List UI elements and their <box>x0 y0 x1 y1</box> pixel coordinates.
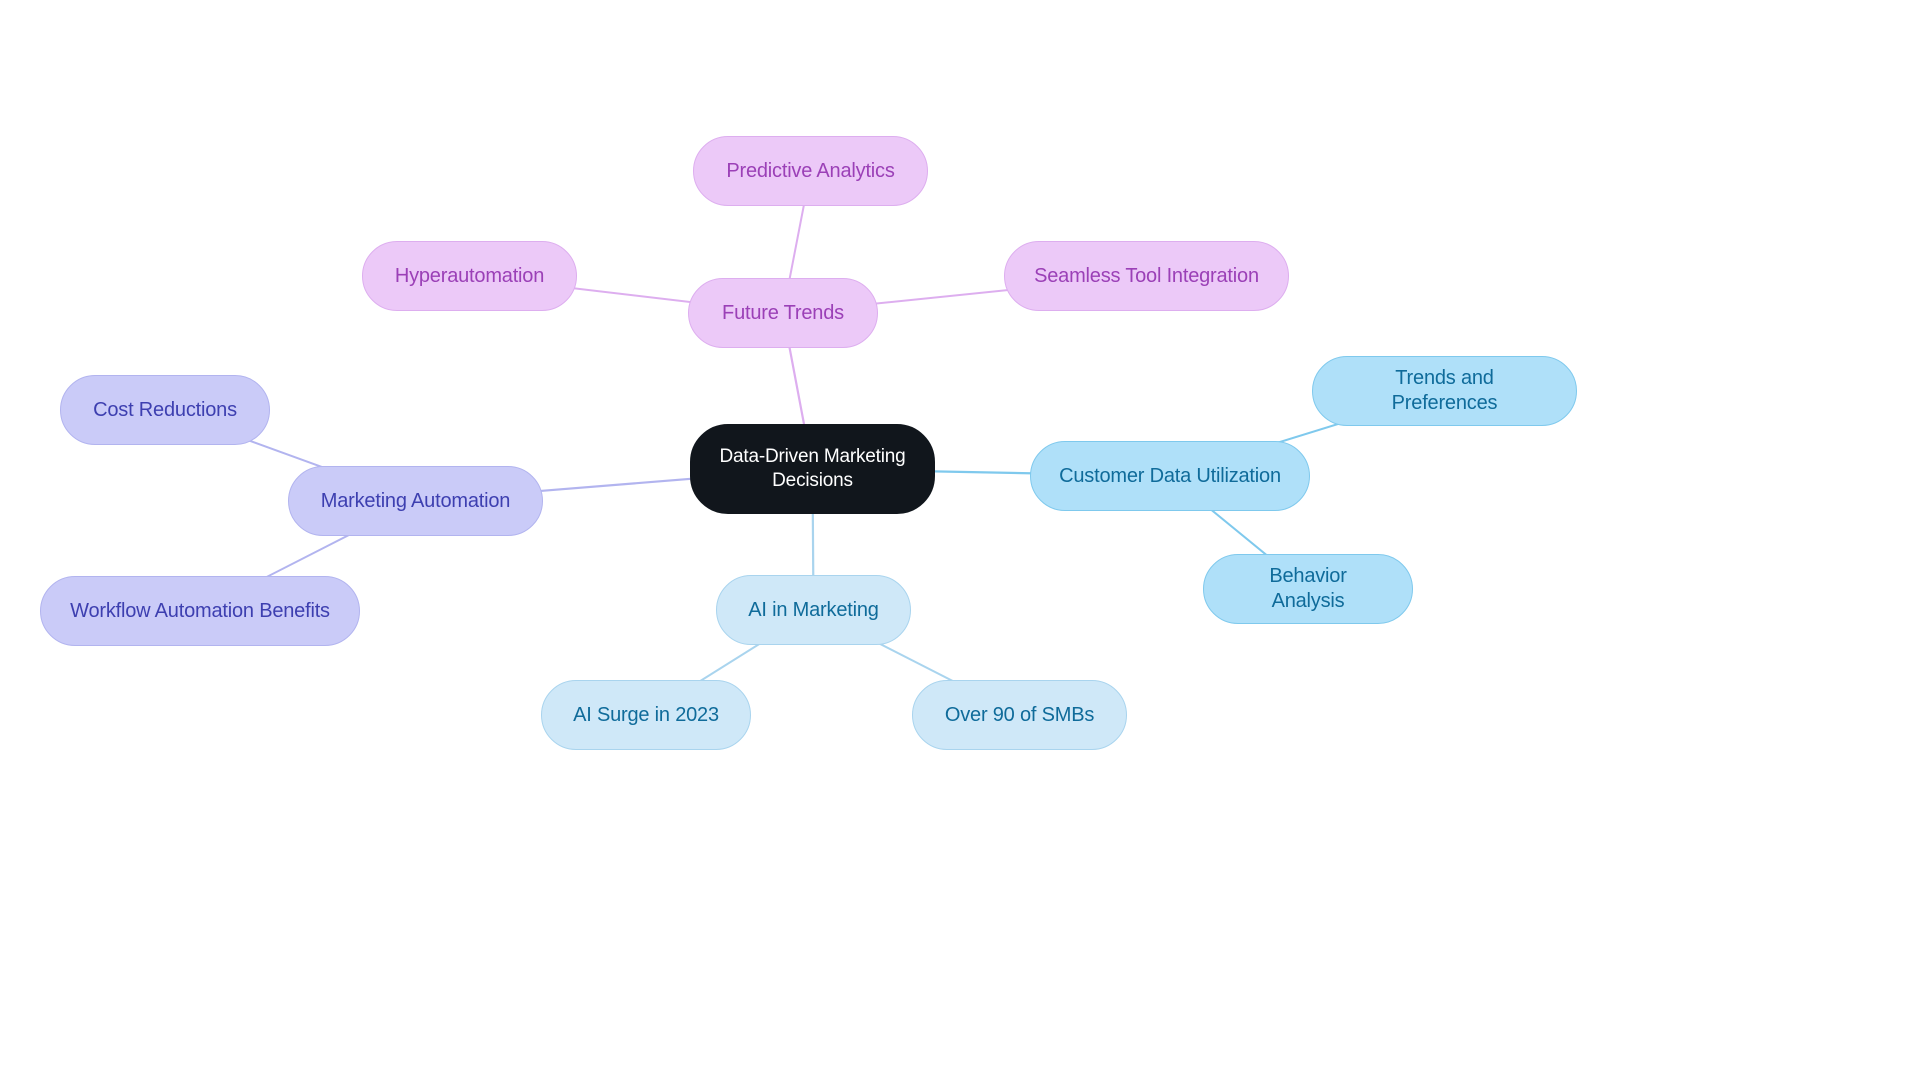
node-ai: AI in Marketing <box>716 575 911 645</box>
node-seamless: Seamless Tool Integration <box>1004 241 1289 311</box>
edge-layer <box>0 0 1920 1083</box>
node-automation: Marketing Automation <box>288 466 543 536</box>
node-center: Data-Driven Marketing Decisions <box>690 424 935 514</box>
node-aisurge: AI Surge in 2023 <box>541 680 751 750</box>
node-trends: Trends and Preferences <box>1312 356 1577 426</box>
node-workflow: Workflow Automation Benefits <box>40 576 360 646</box>
node-customer: Customer Data Utilization <box>1030 441 1310 511</box>
node-cost: Cost Reductions <box>60 375 270 445</box>
node-future: Future Trends <box>688 278 878 348</box>
node-hyper: Hyperautomation <box>362 241 577 311</box>
node-smbs: Over 90 of SMBs <box>912 680 1127 750</box>
node-behavior: Behavior Analysis <box>1203 554 1413 624</box>
node-predictive: Predictive Analytics <box>693 136 928 206</box>
